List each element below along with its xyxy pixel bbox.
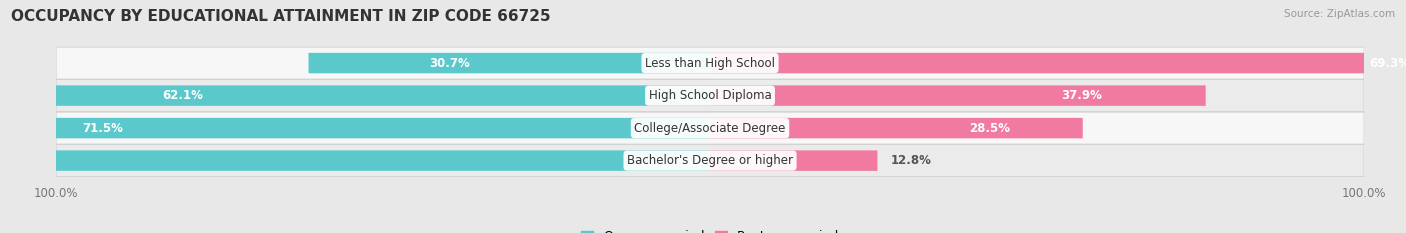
Text: 71.5%: 71.5% [82, 122, 122, 135]
FancyBboxPatch shape [56, 47, 1364, 79]
Text: 12.8%: 12.8% [890, 154, 931, 167]
Legend: Owner-occupied, Renter-occupied: Owner-occupied, Renter-occupied [575, 225, 845, 233]
FancyBboxPatch shape [0, 118, 710, 138]
FancyBboxPatch shape [710, 85, 1206, 106]
Text: 28.5%: 28.5% [969, 122, 1010, 135]
FancyBboxPatch shape [0, 85, 710, 106]
FancyBboxPatch shape [56, 145, 1364, 177]
Text: 30.7%: 30.7% [429, 57, 470, 70]
FancyBboxPatch shape [308, 53, 710, 73]
FancyBboxPatch shape [710, 53, 1406, 73]
FancyBboxPatch shape [56, 112, 1364, 144]
Text: College/Associate Degree: College/Associate Degree [634, 122, 786, 135]
Text: Bachelor's Degree or higher: Bachelor's Degree or higher [627, 154, 793, 167]
Text: 69.3%: 69.3% [1369, 57, 1406, 70]
FancyBboxPatch shape [56, 80, 1364, 112]
Text: High School Diploma: High School Diploma [648, 89, 772, 102]
Text: 37.9%: 37.9% [1062, 89, 1102, 102]
FancyBboxPatch shape [0, 150, 710, 171]
Text: Less than High School: Less than High School [645, 57, 775, 70]
Text: Source: ZipAtlas.com: Source: ZipAtlas.com [1284, 9, 1395, 19]
FancyBboxPatch shape [710, 150, 877, 171]
Text: OCCUPANCY BY EDUCATIONAL ATTAINMENT IN ZIP CODE 66725: OCCUPANCY BY EDUCATIONAL ATTAINMENT IN Z… [11, 9, 551, 24]
FancyBboxPatch shape [710, 118, 1083, 138]
Text: 62.1%: 62.1% [162, 89, 202, 102]
